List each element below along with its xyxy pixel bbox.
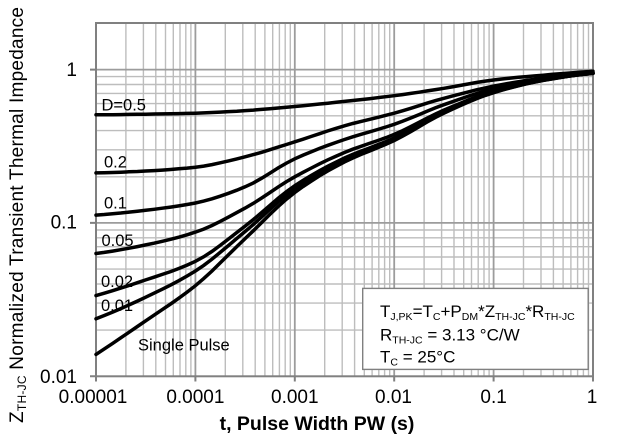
svg-text:0.01: 0.01 (101, 297, 133, 315)
svg-text:0.01: 0.01 (375, 387, 412, 408)
svg-text:0.05: 0.05 (102, 232, 134, 250)
svg-text:0.1: 0.1 (480, 387, 506, 408)
svg-text:0.0001: 0.0001 (166, 387, 224, 408)
svg-text:0.001: 0.001 (271, 387, 319, 408)
svg-text:0.1: 0.1 (104, 194, 127, 212)
svg-text:0.1: 0.1 (51, 213, 77, 234)
svg-text:0.2: 0.2 (104, 154, 127, 172)
svg-text:0.02: 0.02 (101, 273, 133, 291)
svg-text:t, Pulse Width PW (s): t, Pulse Width PW (s) (220, 413, 415, 435)
svg-text:1: 1 (66, 60, 77, 81)
svg-text:TJ,PK=TC+PDM*ZTH-JC*RTH-JC: TJ,PK=TC+PDM*ZTH-JC*RTH-JC (380, 302, 575, 323)
svg-text:Single Pulse: Single Pulse (138, 337, 230, 355)
svg-text:D=0.5: D=0.5 (102, 97, 147, 115)
svg-text:ZTH-JC Normalized Transient Th: ZTH-JC Normalized Transient Thermal Impe… (7, 7, 29, 423)
svg-text:1: 1 (587, 387, 598, 408)
svg-text:0.00001: 0.00001 (59, 387, 128, 408)
svg-text:TC = 25°C: TC = 25°C (380, 347, 455, 368)
svg-text:0.01: 0.01 (40, 367, 77, 388)
